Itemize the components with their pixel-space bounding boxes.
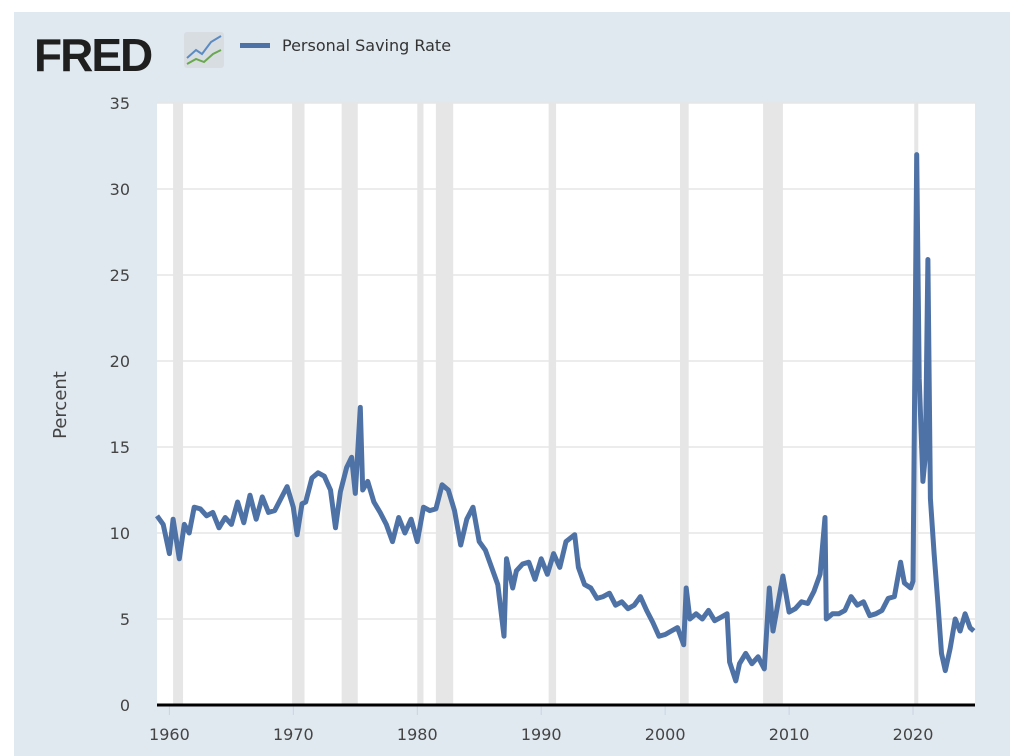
recession-band	[292, 103, 305, 705]
x-tick-label: 1990	[521, 725, 562, 744]
y-ticks: 0 5 10 15 20 25 30 35	[110, 94, 130, 715]
x-tick-label: 2010	[769, 725, 810, 744]
y-tick-label: 20	[110, 352, 130, 371]
y-tick-label: 15	[110, 438, 130, 457]
y-tick-label: 30	[110, 180, 130, 199]
legend-swatch	[240, 43, 270, 48]
y-tick-label: 10	[110, 524, 130, 543]
x-tick-label: 2000	[645, 725, 686, 744]
x-ticks: 1960 1970 1980 1990 2000 2010 2020	[149, 705, 933, 744]
x-tick-label: 1980	[397, 725, 438, 744]
y-tick-label: 5	[120, 610, 130, 629]
recession-band	[173, 103, 184, 705]
y-tick-label: 25	[110, 266, 130, 285]
recession-band	[417, 103, 424, 705]
x-tick-label: 1960	[149, 725, 190, 744]
y-axis-label: Percent	[50, 371, 71, 439]
recession-band	[763, 103, 783, 705]
recession-band	[680, 103, 689, 705]
y-tick-label: 35	[110, 94, 130, 113]
recession-band	[548, 103, 557, 705]
y-tick-label: 0	[120, 696, 130, 715]
fred-logo[interactable]: FRED	[34, 29, 153, 81]
x-tick-label: 1970	[273, 725, 314, 744]
legend: Personal Saving Rate	[240, 36, 451, 55]
recession-band	[435, 103, 454, 705]
legend-label: Personal Saving Rate	[282, 36, 452, 55]
recession-band	[341, 103, 358, 705]
x-tick-label: 2020	[893, 725, 934, 744]
series-line-personal-saving-rate	[154, 152, 976, 684]
plot-area	[157, 103, 975, 705]
graph-icon	[184, 32, 224, 68]
gridlines	[157, 102, 975, 620]
